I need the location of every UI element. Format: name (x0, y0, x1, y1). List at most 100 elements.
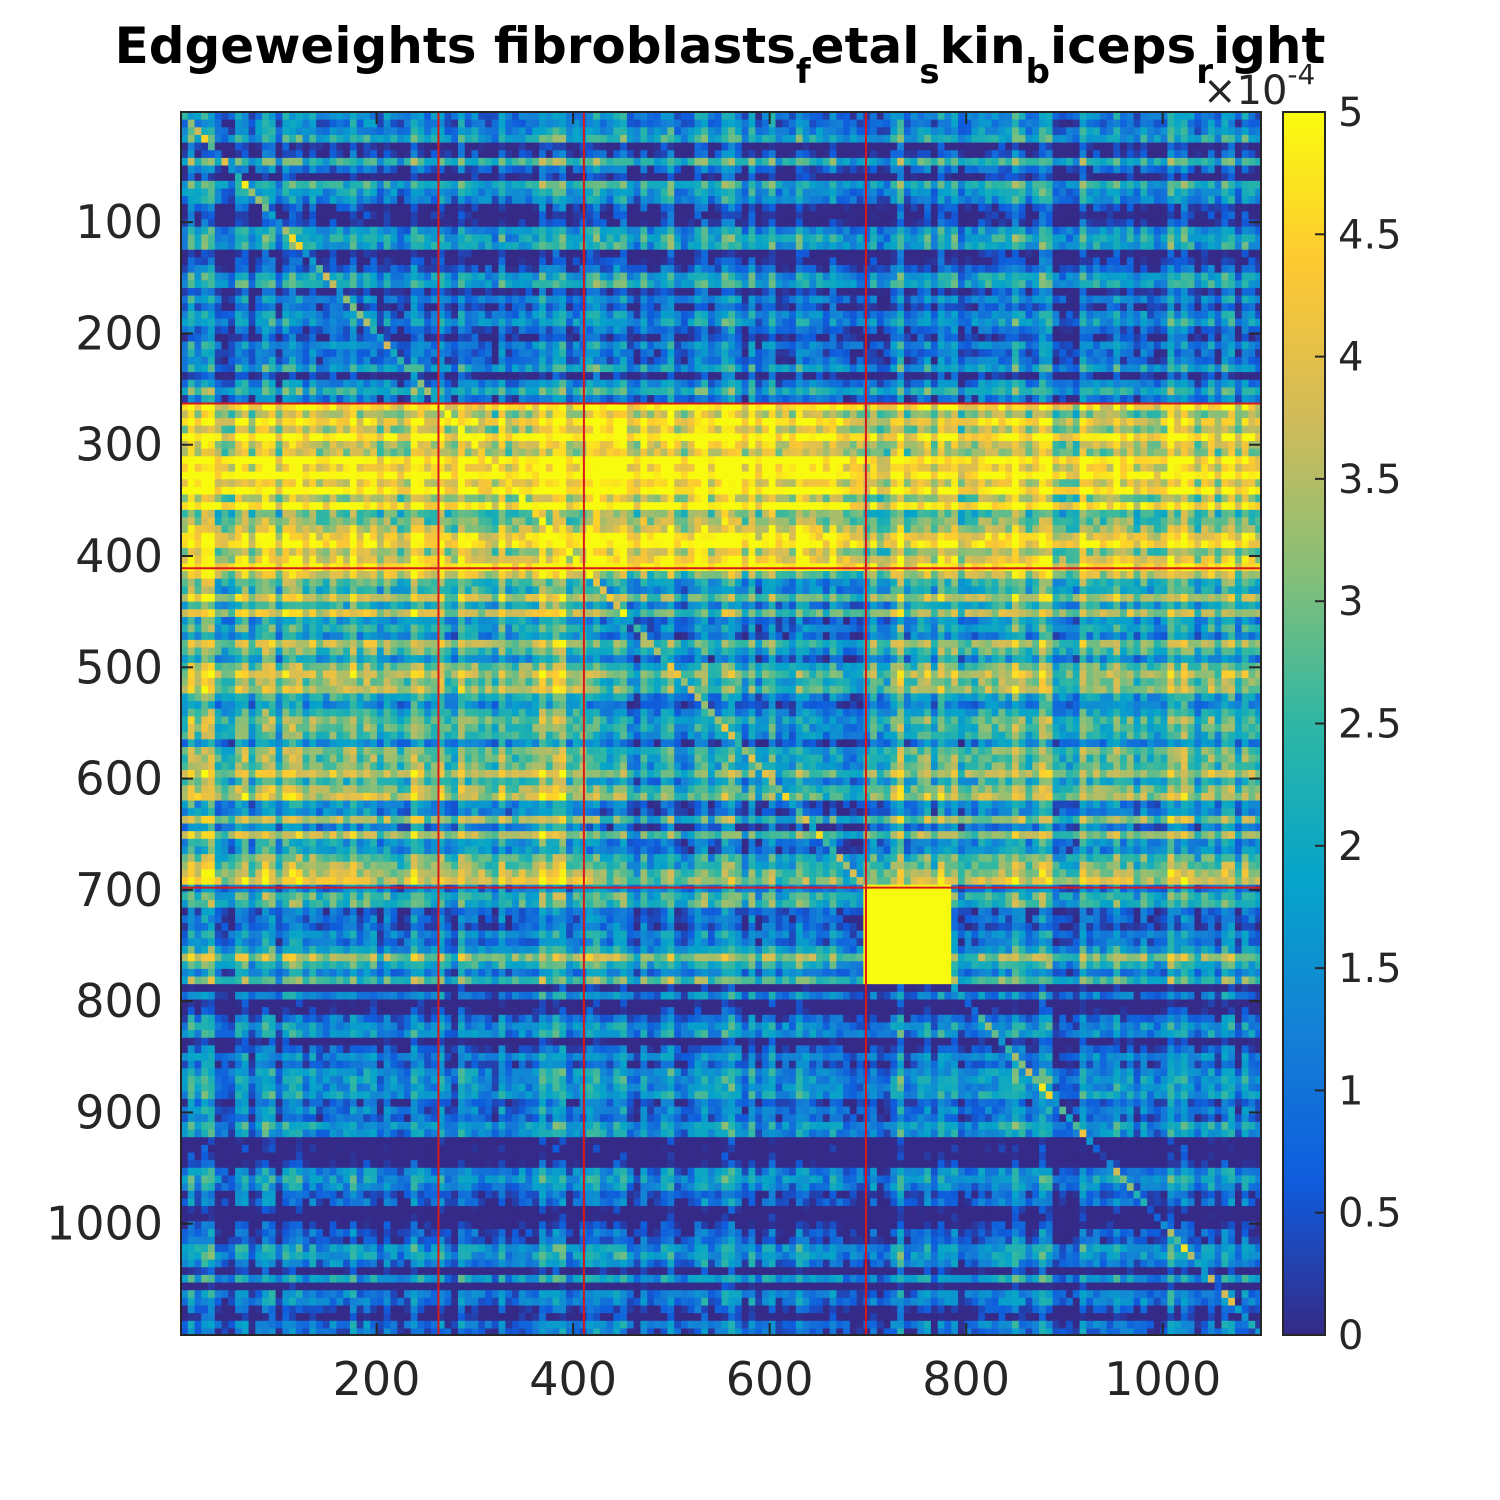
heatmap-cell (924, 173, 932, 182)
heatmap-cell (383, 196, 392, 205)
heatmap-cell (309, 219, 317, 228)
heatmap-cell (322, 341, 331, 350)
heatmap-cell (478, 173, 486, 182)
heatmap-cell (187, 127, 196, 136)
heatmap-cell (1153, 211, 1162, 220)
heatmap-cell (1207, 249, 1216, 258)
heatmap-cell (410, 173, 419, 182)
heatmap-cell (498, 211, 506, 220)
heatmap-cell (512, 310, 520, 320)
heatmap-cell (971, 272, 979, 281)
heatmap-cell (194, 326, 202, 335)
heatmap-cell (322, 226, 331, 236)
heatmap-cell (802, 341, 810, 350)
heatmap-cell (464, 196, 473, 205)
heatmap-cell (1180, 303, 1189, 312)
heatmap-cell (620, 196, 628, 205)
heatmap-cell (1099, 265, 1108, 274)
heatmap-cell (1133, 112, 1141, 121)
heatmap-cell (735, 318, 743, 327)
heatmap-cell (295, 196, 304, 205)
heatmap-cell (836, 234, 844, 243)
heatmap-cell (978, 310, 986, 320)
heatmap-cell (1167, 272, 1175, 281)
heatmap-cell (755, 226, 763, 236)
heatmap-cell (1140, 257, 1148, 266)
heatmap-cell (1025, 226, 1033, 236)
heatmap-cell (606, 295, 614, 304)
heatmap-cell (532, 203, 540, 213)
heatmap-cell (680, 203, 689, 213)
heatmap-cell (1255, 180, 1261, 190)
heatmap-cell (903, 310, 912, 320)
heatmap-cell (903, 265, 912, 274)
heatmap-cell (491, 249, 500, 258)
heatmap-cell (1140, 295, 1148, 304)
heatmap-cell (836, 211, 844, 220)
heatmap-cell (1093, 303, 1101, 312)
heatmap-cell (964, 234, 973, 243)
heatmap-cell (789, 165, 797, 174)
heatmap-cell (221, 310, 229, 320)
heatmap-cell (849, 196, 858, 205)
heatmap-cell (775, 272, 783, 281)
heatmap-cell (289, 265, 297, 274)
heatmap-cell (471, 295, 479, 304)
heatmap-cell (606, 257, 614, 266)
heatmap-cell (768, 257, 777, 266)
heatmap-cell (1194, 157, 1202, 167)
heatmap-cell (464, 303, 473, 312)
heatmap-cell (201, 165, 209, 174)
heatmap-cell (566, 127, 574, 136)
heatmap-cell (930, 226, 939, 236)
heatmap-cell (1160, 165, 1168, 174)
heatmap-cell (1012, 303, 1020, 312)
heatmap-cell (228, 134, 236, 144)
heatmap-cell (228, 188, 236, 197)
heatmap-cell (883, 226, 891, 236)
heatmap-cell (1072, 188, 1081, 197)
heatmap-cell (512, 295, 520, 304)
heatmap-cell (248, 349, 256, 358)
heatmap-cell (1194, 265, 1202, 274)
heatmap-cell (930, 219, 939, 228)
heatmap-cell (762, 333, 770, 343)
heatmap-cell (930, 310, 939, 320)
heatmap-cell (370, 127, 378, 136)
heatmap-cell (1174, 341, 1182, 350)
heatmap-cell (863, 173, 871, 182)
heatmap-cell (214, 249, 223, 258)
heatmap-cell (984, 150, 993, 159)
heatmap-cell (903, 180, 912, 190)
heatmap-cell (883, 165, 891, 174)
heatmap-cell (876, 280, 885, 289)
heatmap-cell (586, 326, 594, 335)
heatmap-cell (343, 318, 351, 327)
heatmap-cell (268, 180, 277, 190)
heatmap-cell (539, 257, 547, 266)
heatmap-cell (721, 173, 729, 182)
heatmap-cell (762, 272, 770, 281)
heatmap-cell (768, 341, 777, 350)
heatmap-cell (883, 318, 891, 327)
heatmap-cell (606, 326, 614, 335)
heatmap-cell (1126, 188, 1135, 197)
heatmap-cell (714, 165, 723, 174)
heatmap-cell (876, 157, 885, 167)
heatmap-cell (775, 211, 783, 220)
heatmap-cell (782, 219, 790, 228)
heatmap-cell (762, 180, 770, 190)
heatmap-cell (208, 333, 216, 343)
heatmap-cell (897, 203, 905, 213)
heatmap-cell (181, 226, 189, 236)
heatmap-cell (667, 165, 675, 174)
heatmap-cell (1201, 310, 1209, 320)
heatmap-cell (789, 310, 797, 320)
heatmap-cell (1180, 272, 1189, 281)
heatmap-cell (843, 196, 851, 205)
heatmap-cell (1180, 211, 1189, 220)
heatmap-cell (1066, 249, 1074, 258)
heatmap-cell (937, 112, 946, 121)
heatmap-cell (458, 257, 466, 266)
heatmap-cell (802, 326, 810, 335)
